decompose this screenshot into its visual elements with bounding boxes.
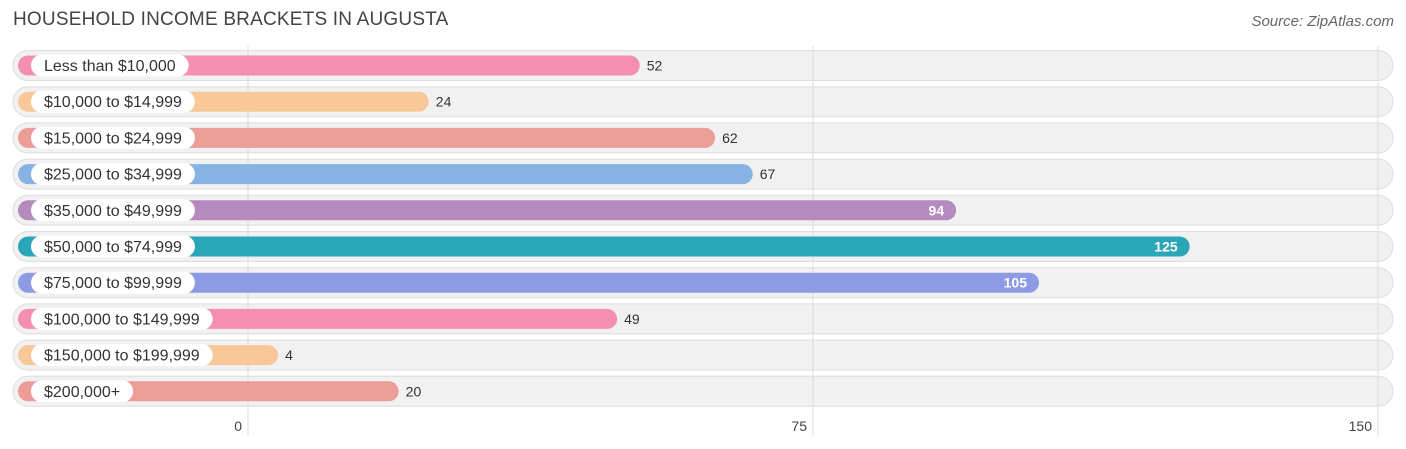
category-label: $35,000 to $49,999 [44,203,182,220]
category-pill [31,271,195,294]
value-label: 125 [1154,239,1178,255]
bar-row: $35,000 to $49,999 94 [18,199,957,222]
x-axis-ticks: 0 75 150 [234,418,1372,434]
value-label: 105 [1004,275,1028,291]
bar [18,200,957,221]
category-pill [31,126,195,149]
category-label: $15,000 to $24,999 [44,130,182,147]
category-label: $25,000 to $34,999 [44,167,182,184]
value-label: 20 [406,383,422,399]
bar-row: $150,000 to $199,999 4 [18,344,293,367]
bar [18,272,1039,293]
bar-row: $75,000 to $99,999 105 [18,271,1039,294]
category-label: $75,000 to $99,999 [44,275,182,292]
bar-row: $15,000 to $24,999 62 [18,126,738,149]
bar-row: $25,000 to $34,999 67 [18,163,776,186]
category-pill [31,199,195,222]
value-label: 24 [436,94,452,110]
category-pill [31,235,195,258]
value-label: 67 [760,166,776,182]
category-label: $50,000 to $74,999 [44,239,182,256]
value-label: 4 [285,347,293,363]
bar-row: Less than $10,000 52 [18,54,663,77]
category-pill [31,307,213,330]
value-label: 52 [647,58,663,74]
value-label: 94 [929,202,945,218]
tick-label: 0 [234,418,242,434]
bar-row: $10,000 to $14,999 24 [18,90,452,113]
category-pill [31,54,189,77]
bar-row: $100,000 to $149,999 49 [18,307,640,330]
category-label: Less than $10,000 [44,58,176,75]
chart-title: HOUSEHOLD INCOME BRACKETS IN AUGUSTA [13,9,449,30]
value-label: 62 [722,130,738,146]
category-label: $10,000 to $14,999 [44,94,182,111]
bar-row: $50,000 to $74,999 125 [18,235,1190,258]
category-pill [31,344,213,367]
category-pill [31,380,134,403]
category-label: $100,000 to $149,999 [44,311,200,328]
bar [18,164,753,185]
category-label: $150,000 to $199,999 [44,348,200,365]
category-pill [31,163,195,186]
tick-label: 75 [791,418,807,434]
category-pill [31,90,195,113]
value-label: 49 [624,311,640,327]
category-label: $200,000+ [44,384,120,401]
source-credit: Source: ZipAtlas.com [1251,13,1394,30]
tick-label: 150 [1349,418,1373,434]
bar-row: $200,000+ 20 [18,380,422,403]
bar [18,236,1190,257]
row-background [12,339,1394,371]
